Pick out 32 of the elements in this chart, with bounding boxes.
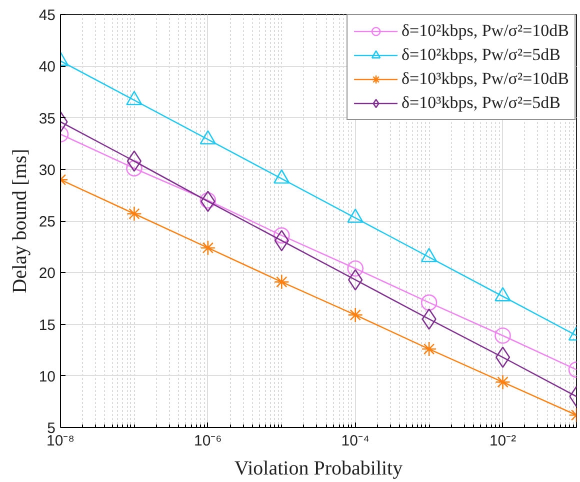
point — [273, 227, 290, 244]
y-tick-label: 40 — [38, 58, 56, 76]
x-tick-label: 10⁻⁶ — [194, 432, 222, 450]
point — [274, 274, 290, 290]
point — [495, 346, 510, 368]
y-tick-label: 30 — [38, 162, 56, 179]
point — [494, 327, 511, 344]
point — [200, 192, 216, 208]
point — [126, 160, 142, 176]
point — [421, 341, 437, 357]
point — [348, 307, 364, 323]
y-axis-title: Delay bound [ms] — [8, 148, 31, 294]
y-tick-label: 10 — [38, 368, 56, 386]
point — [200, 240, 216, 256]
point — [495, 374, 510, 390]
point — [126, 206, 142, 222]
x-tick-label: 10⁻⁸ — [46, 432, 75, 450]
y-tick-label: 20 — [38, 265, 56, 282]
y-tick-label: 45 — [38, 7, 56, 24]
legend-label: δ=10³kbps, Pw/σ²=5dB — [402, 93, 560, 113]
y-tick-label: 35 — [38, 110, 56, 128]
legend-label: δ=10²kbps, Pw/σ²=5dB — [402, 45, 560, 65]
legend-label: δ=10²kbps, Pw/σ²=10dB — [402, 21, 569, 41]
x-tick-label: 10⁻⁴ — [341, 432, 370, 450]
x-axis-title: Violation Probability — [234, 458, 403, 480]
point — [420, 294, 438, 311]
x-tick-label: 10⁻² — [489, 432, 516, 450]
y-tick-label: 25 — [38, 214, 56, 230]
legend-label: δ=10³kbps, Pw/σ²=10dB — [402, 69, 569, 89]
point — [347, 260, 364, 277]
point — [126, 150, 142, 172]
y-tick-label: 15 — [38, 316, 56, 334]
